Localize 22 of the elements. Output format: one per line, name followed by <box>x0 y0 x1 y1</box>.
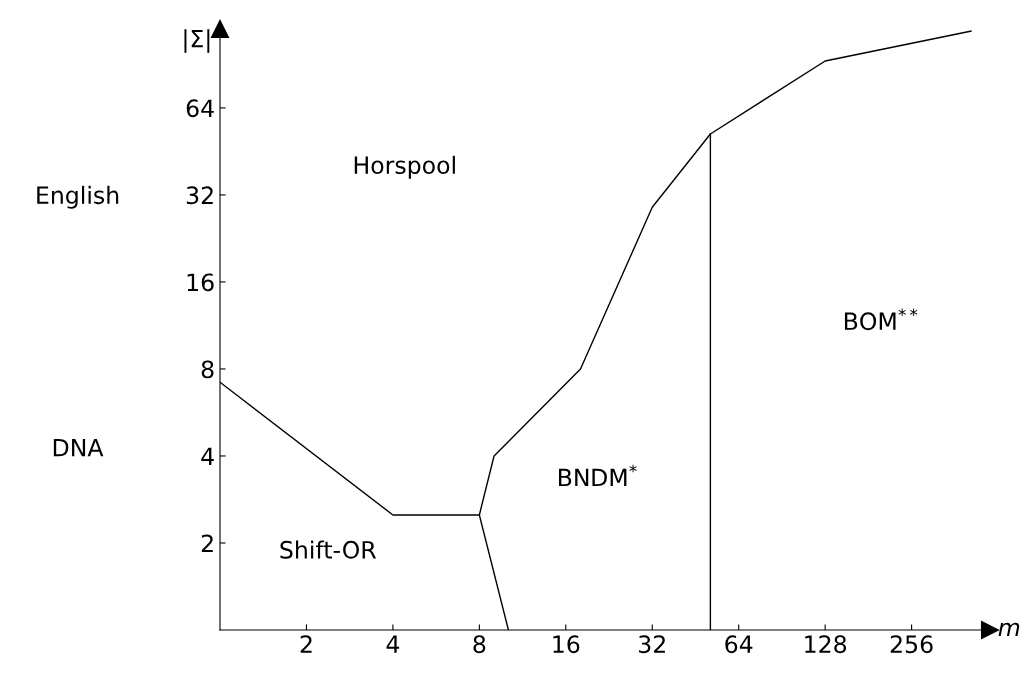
y-tick-label: 4 <box>201 447 214 465</box>
x-tick-label: 4 <box>386 635 400 653</box>
annotation: BNDM$^{*}$ <box>559 464 637 487</box>
x-axis-title: m <box>998 622 1020 636</box>
y-tick-label: 64 <box>186 99 214 118</box>
x-tick-label: 16 <box>553 635 580 654</box>
x-tick-label: 64 <box>725 635 753 654</box>
x-tick-label: 128 <box>805 635 847 654</box>
y-tick-label: 2 <box>201 534 213 552</box>
y-tick-label: 8 <box>201 360 214 379</box>
x-tick-label: 32 <box>639 635 665 654</box>
text: English <box>37 185 119 209</box>
annotation: Horspool <box>354 155 455 179</box>
annotation: BOM$^{**}$ <box>844 308 918 331</box>
y-tick-label: 32 <box>186 186 213 205</box>
x-tick-label: 8 <box>473 635 486 654</box>
text: DNA <box>53 439 104 457</box>
y-axis-title: |Σ| <box>184 29 210 53</box>
x-tick-label: 256 <box>890 635 933 654</box>
x-tick-label: 2 <box>300 635 312 653</box>
annotation: Shift-OR <box>280 540 377 559</box>
y-tick-label: 16 <box>187 273 214 292</box>
